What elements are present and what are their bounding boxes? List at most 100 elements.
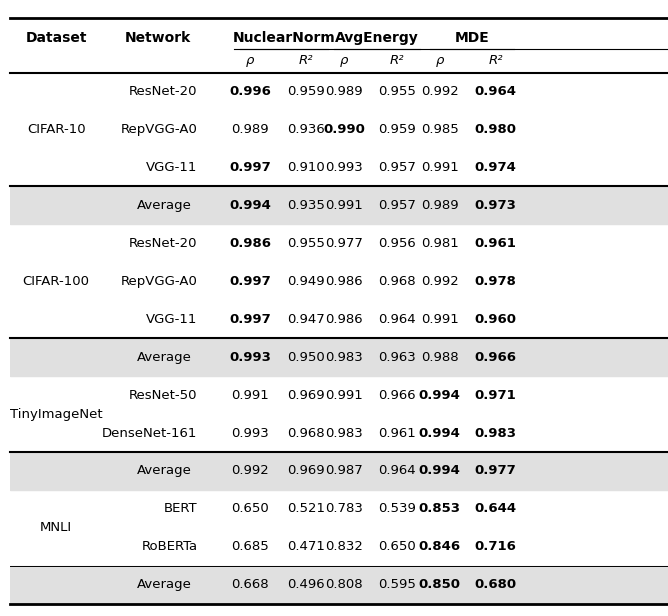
Text: VGG-11: VGG-11 (146, 161, 198, 174)
Text: 0.991: 0.991 (421, 313, 458, 326)
Text: 0.971: 0.971 (475, 389, 516, 402)
Text: 0.993: 0.993 (325, 161, 363, 174)
Text: 0.989: 0.989 (231, 123, 269, 136)
Text: 0.853: 0.853 (419, 503, 461, 516)
Text: 0.808: 0.808 (325, 578, 363, 591)
Text: 0.471: 0.471 (287, 540, 325, 553)
Text: 0.783: 0.783 (325, 503, 363, 516)
Text: ResNet-20: ResNet-20 (129, 85, 198, 98)
Text: 0.986: 0.986 (325, 275, 363, 288)
Text: 0.595: 0.595 (378, 578, 416, 591)
Text: RepVGG-A0: RepVGG-A0 (121, 123, 198, 136)
Text: DenseNet-161: DenseNet-161 (102, 426, 198, 439)
Text: 0.981: 0.981 (421, 237, 458, 250)
Text: BERT: BERT (164, 503, 198, 516)
Text: ρ: ρ (246, 54, 255, 67)
Text: R²: R² (299, 54, 313, 67)
Text: 0.988: 0.988 (421, 351, 458, 363)
Text: 0.832: 0.832 (325, 540, 363, 553)
Text: 0.969: 0.969 (287, 464, 325, 477)
Text: 0.966: 0.966 (475, 351, 516, 363)
Text: Dataset: Dataset (25, 31, 87, 45)
Bar (10, 338, 668, 376)
Text: Average: Average (137, 199, 192, 212)
Text: 0.992: 0.992 (421, 275, 458, 288)
Text: 0.716: 0.716 (475, 540, 516, 553)
Text: 0.983: 0.983 (475, 426, 516, 439)
Text: 0.986: 0.986 (325, 313, 363, 326)
Text: Average: Average (137, 351, 192, 363)
Text: 0.644: 0.644 (474, 503, 516, 516)
Text: 0.956: 0.956 (378, 237, 415, 250)
Text: 0.997: 0.997 (229, 275, 271, 288)
Text: ρ: ρ (436, 54, 444, 67)
Text: 0.994: 0.994 (419, 464, 461, 477)
Text: 0.986: 0.986 (229, 237, 271, 250)
Text: 0.991: 0.991 (421, 161, 458, 174)
Text: ResNet-50: ResNet-50 (129, 389, 198, 402)
Text: 0.993: 0.993 (231, 426, 269, 439)
Text: 0.992: 0.992 (421, 85, 458, 98)
Text: 0.950: 0.950 (287, 351, 325, 363)
Text: 0.978: 0.978 (475, 275, 516, 288)
Text: CIFAR-100: CIFAR-100 (23, 275, 90, 288)
Text: 0.680: 0.680 (474, 578, 516, 591)
Text: 0.650: 0.650 (378, 540, 415, 553)
Text: TinyImageNet: TinyImageNet (10, 408, 102, 421)
Text: 0.977: 0.977 (325, 237, 363, 250)
Text: VGG-11: VGG-11 (146, 313, 198, 326)
Text: 0.955: 0.955 (287, 237, 325, 250)
Text: RepVGG-A0: RepVGG-A0 (121, 275, 198, 288)
Text: 0.991: 0.991 (325, 199, 363, 212)
Text: 0.993: 0.993 (229, 351, 271, 363)
Text: 0.935: 0.935 (287, 199, 325, 212)
Text: 0.991: 0.991 (325, 389, 363, 402)
Text: 0.668: 0.668 (231, 578, 269, 591)
Bar (10, 565, 668, 604)
Text: 0.977: 0.977 (475, 464, 516, 477)
Text: 0.997: 0.997 (229, 161, 271, 174)
Text: 0.987: 0.987 (325, 464, 363, 477)
Text: 0.968: 0.968 (287, 426, 325, 439)
Text: 0.539: 0.539 (378, 503, 416, 516)
Text: 0.983: 0.983 (325, 426, 363, 439)
Text: 0.961: 0.961 (378, 426, 415, 439)
Text: 0.989: 0.989 (421, 199, 458, 212)
Text: 0.936: 0.936 (287, 123, 325, 136)
Text: Average: Average (137, 464, 192, 477)
Text: 0.980: 0.980 (475, 123, 516, 136)
Text: 0.947: 0.947 (287, 313, 325, 326)
Text: 0.969: 0.969 (287, 389, 325, 402)
Text: 0.949: 0.949 (287, 275, 325, 288)
Text: 0.960: 0.960 (475, 313, 516, 326)
Text: 0.521: 0.521 (287, 503, 325, 516)
Text: 0.992: 0.992 (231, 464, 269, 477)
Text: 0.996: 0.996 (229, 85, 271, 98)
Text: RoBERTa: RoBERTa (142, 540, 198, 553)
Text: Network: Network (125, 31, 191, 45)
Text: 0.989: 0.989 (325, 85, 363, 98)
Bar (10, 187, 668, 224)
Text: 0.685: 0.685 (231, 540, 269, 553)
Text: 0.910: 0.910 (287, 161, 325, 174)
Text: NuclearNorm: NuclearNorm (232, 31, 335, 45)
Text: 0.496: 0.496 (287, 578, 325, 591)
Text: 0.957: 0.957 (378, 199, 416, 212)
Text: 0.985: 0.985 (421, 123, 458, 136)
Text: 0.994: 0.994 (229, 199, 271, 212)
Text: 0.974: 0.974 (475, 161, 516, 174)
Text: 0.966: 0.966 (378, 389, 415, 402)
Text: 0.959: 0.959 (287, 85, 325, 98)
Text: 0.997: 0.997 (229, 313, 271, 326)
Text: 0.968: 0.968 (378, 275, 415, 288)
Text: 0.983: 0.983 (325, 351, 363, 363)
Text: R²: R² (389, 54, 404, 67)
Text: 0.973: 0.973 (475, 199, 516, 212)
Text: 0.957: 0.957 (378, 161, 416, 174)
Text: MDE: MDE (454, 31, 490, 45)
Text: 0.955: 0.955 (378, 85, 416, 98)
Text: 0.850: 0.850 (419, 578, 461, 591)
Text: 0.650: 0.650 (231, 503, 269, 516)
Text: ResNet-20: ResNet-20 (129, 237, 198, 250)
Text: 0.959: 0.959 (378, 123, 415, 136)
